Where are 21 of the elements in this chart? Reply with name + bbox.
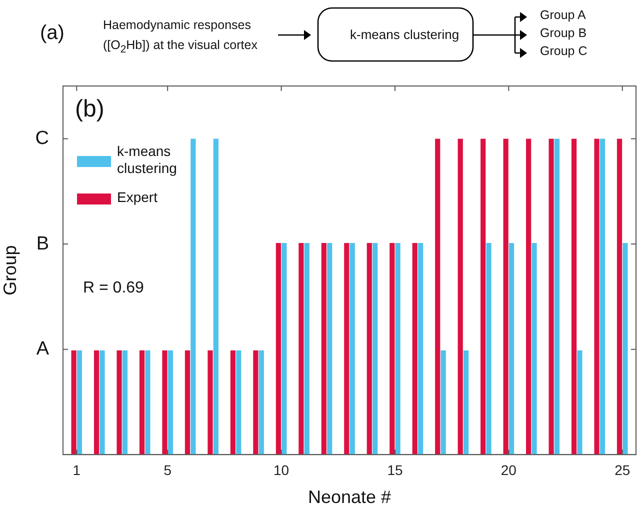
text: A — [36, 338, 50, 360]
x-tick-label: 1 — [72, 462, 81, 478]
legend-label: Expert — [117, 188, 158, 205]
y-axis-title: Group — [0, 245, 20, 296]
x-tick-label: 20 — [500, 462, 517, 478]
text: Group C — [540, 44, 588, 58]
x-tick-label: 25 — [614, 462, 630, 478]
x-tick-label: 5 — [164, 462, 172, 478]
text: Group A — [540, 8, 586, 22]
text: C — [35, 128, 49, 149]
text: B — [36, 233, 49, 254]
text: k-means clustering — [350, 27, 460, 42]
x-tick-label: 15 — [387, 462, 403, 478]
x-tick-label: 10 — [273, 462, 290, 478]
text: Haemodynamic responses ([O$_{2}$Hb]) at the visual cortex — [103, 17, 258, 58]
legend-label: k-means clustering — [117, 142, 177, 176]
text: (a) — [40, 22, 64, 45]
x-axis-title: Neonate # — [308, 487, 392, 508]
annotation: R = 0.69 — [83, 280, 144, 297]
text: (b) — [75, 96, 104, 123]
text: Group B — [540, 26, 587, 40]
